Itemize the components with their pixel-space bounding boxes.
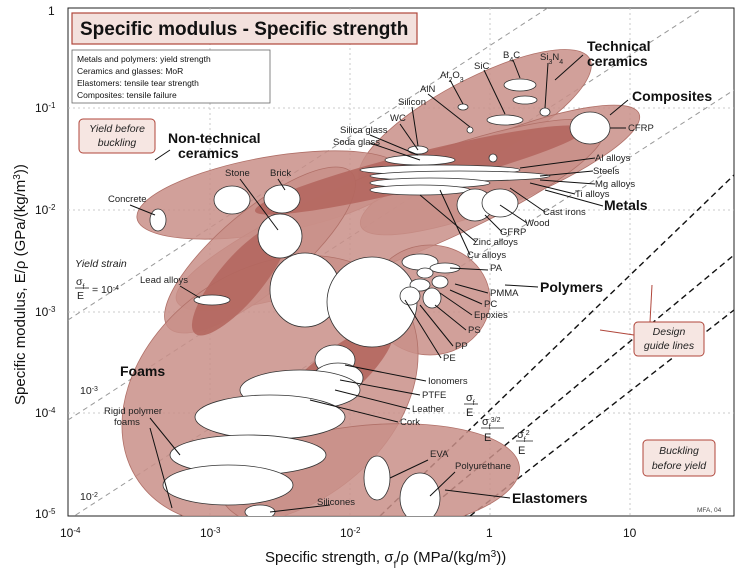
yield-strain-label: Yield strain [75, 258, 127, 270]
svg-text:10-2: 10-2 [35, 203, 56, 218]
svg-text:guide lines: guide lines [644, 340, 695, 352]
source-label: MFA, 04 [697, 507, 722, 514]
svg-text:Silicon: Silicon [398, 97, 426, 108]
svg-text:PMMA: PMMA [490, 288, 519, 299]
svg-text:before yield: before yield [652, 460, 707, 472]
note-3: Elastomers: tensile tear strength [77, 78, 199, 88]
svg-text:E: E [77, 290, 84, 302]
svg-text:Cu alloys: Cu alloys [467, 250, 506, 261]
svg-text:WC: WC [390, 113, 406, 124]
svg-text:Silicones: Silicones [317, 497, 355, 508]
svg-text:Soda glass: Soda glass [333, 137, 380, 148]
svg-text:EVA: EVA [430, 449, 449, 460]
svg-text:ceramics: ceramics [178, 145, 239, 161]
svg-text:PTFE: PTFE [422, 390, 446, 401]
svg-text:Zinc alloys: Zinc alloys [473, 237, 518, 248]
svg-text:E: E [466, 407, 473, 419]
svg-text:σf: σf [76, 276, 84, 291]
svg-text:PA: PA [490, 263, 503, 274]
svg-text:Technical: Technical [587, 38, 651, 54]
svg-text:PE: PE [443, 353, 456, 364]
svg-text:10-3: 10-3 [35, 305, 56, 320]
note-2: Ceramics and glasses: MoR [77, 66, 183, 76]
svg-text:E: E [518, 445, 525, 457]
family-labels: Technical ceramics Composites Non-techni… [120, 38, 712, 506]
svg-text:1: 1 [48, 4, 55, 18]
chart-title: Specific modulus - Specific strength [80, 19, 408, 40]
svg-text:Design: Design [653, 326, 686, 338]
x-axis-title: Specific strength, σf/ρ (MPa/(kg/m3)) [265, 549, 506, 569]
svg-text:10-2: 10-2 [340, 526, 361, 541]
svg-text:10-3: 10-3 [200, 526, 221, 541]
svg-text:Cast irons: Cast irons [543, 207, 586, 218]
svg-text:Elastomers: Elastomers [512, 490, 588, 506]
svg-text:Lead alloys: Lead alloys [140, 275, 188, 286]
svg-text:GFRP: GFRP [500, 227, 526, 238]
svg-text:Rigid polymer: Rigid polymer [104, 406, 162, 417]
svg-text:Non-technical: Non-technical [168, 130, 261, 146]
svg-text:B4C: B4C [503, 50, 520, 64]
svg-text:Polymers: Polymers [540, 279, 603, 295]
y-axis: 1 10-1 10-2 10-3 10-4 10-5 [35, 4, 56, 521]
svg-text:PC: PC [484, 299, 497, 310]
legend-notes: Metals and polymers: yield strength Cera… [71, 49, 271, 104]
svg-text:Ionomers: Ionomers [428, 376, 468, 387]
svg-text:buckling: buckling [98, 137, 137, 149]
svg-text:SiC: SiC [474, 61, 489, 72]
svg-text:Yield before: Yield before [89, 123, 145, 135]
svg-text:Ti alloys: Ti alloys [575, 189, 610, 200]
svg-text:E: E [484, 432, 491, 444]
x-axis: 10-4 10-3 10-2 1 10 [60, 526, 637, 541]
svg-text:Brick: Brick [270, 168, 291, 179]
svg-text:PS: PS [468, 325, 481, 336]
svg-text:= 10-4: = 10-4 [92, 284, 119, 296]
svg-text:10-1: 10-1 [35, 101, 56, 116]
svg-text:Silica glass: Silica glass [340, 125, 388, 136]
svg-text:Stone: Stone [225, 168, 250, 179]
svg-text:Steels: Steels [593, 166, 620, 177]
title-box: Specific modulus - Specific strength [71, 12, 418, 45]
svg-text:Epoxies: Epoxies [474, 310, 508, 321]
svg-text:1: 1 [486, 526, 493, 540]
material-labels: B4C SiC Si3N4 Al2O3 AlN Silicon WC Silic… [104, 50, 654, 508]
svg-text:PP: PP [455, 341, 468, 352]
svg-text:Concrete: Concrete [108, 194, 147, 205]
svg-text:Foams: Foams [120, 363, 165, 379]
svg-text:Composites: Composites [632, 88, 712, 104]
svg-text:Si3N4: Si3N4 [540, 52, 563, 66]
svg-text:10: 10 [623, 526, 637, 540]
svg-text:Cork: Cork [400, 417, 420, 428]
buckling-before-yield-box: Buckling before yield [642, 439, 716, 477]
svg-text:Buckling: Buckling [659, 445, 699, 457]
svg-text:Leather: Leather [412, 404, 444, 415]
svg-text:AlN: AlN [420, 84, 435, 95]
y-axis-title: Specific modulus, E/ρ (GPa/(kg/m3)) [12, 164, 30, 405]
svg-text:Polyurethane: Polyurethane [455, 461, 511, 472]
svg-text:Al alloys: Al alloys [595, 153, 631, 164]
svg-text:foams: foams [114, 417, 140, 428]
svg-text:Metals: Metals [604, 197, 648, 213]
svg-text:σf: σf [466, 392, 475, 407]
svg-text:10-4: 10-4 [60, 526, 81, 541]
svg-text:Wood: Wood [525, 218, 550, 229]
svg-text:CFRP: CFRP [628, 123, 654, 134]
svg-text:10-5: 10-5 [35, 507, 56, 522]
note-1: Metals and polymers: yield strength [77, 54, 211, 64]
yield-before-buckling-box: Yield before buckling [78, 118, 156, 154]
svg-text:ceramics: ceramics [587, 53, 648, 69]
note-4: Composites: tensile failure [77, 90, 177, 100]
leader-lines [129, 54, 629, 513]
design-guide-lines-box: Design guide lines [599, 284, 705, 357]
svg-text:10-4: 10-4 [35, 406, 56, 421]
material-bubbles [149, 78, 611, 516]
svg-text:Mg alloys: Mg alloys [595, 179, 635, 190]
